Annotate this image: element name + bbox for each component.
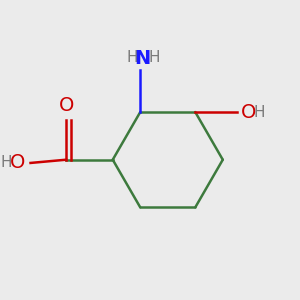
Text: H: H <box>1 155 12 170</box>
Text: O: O <box>58 96 74 115</box>
Text: O: O <box>241 103 256 122</box>
Text: H: H <box>126 50 138 65</box>
Text: N: N <box>135 49 151 68</box>
Text: O: O <box>10 153 25 172</box>
Text: H: H <box>149 50 160 65</box>
Text: H: H <box>254 105 265 120</box>
